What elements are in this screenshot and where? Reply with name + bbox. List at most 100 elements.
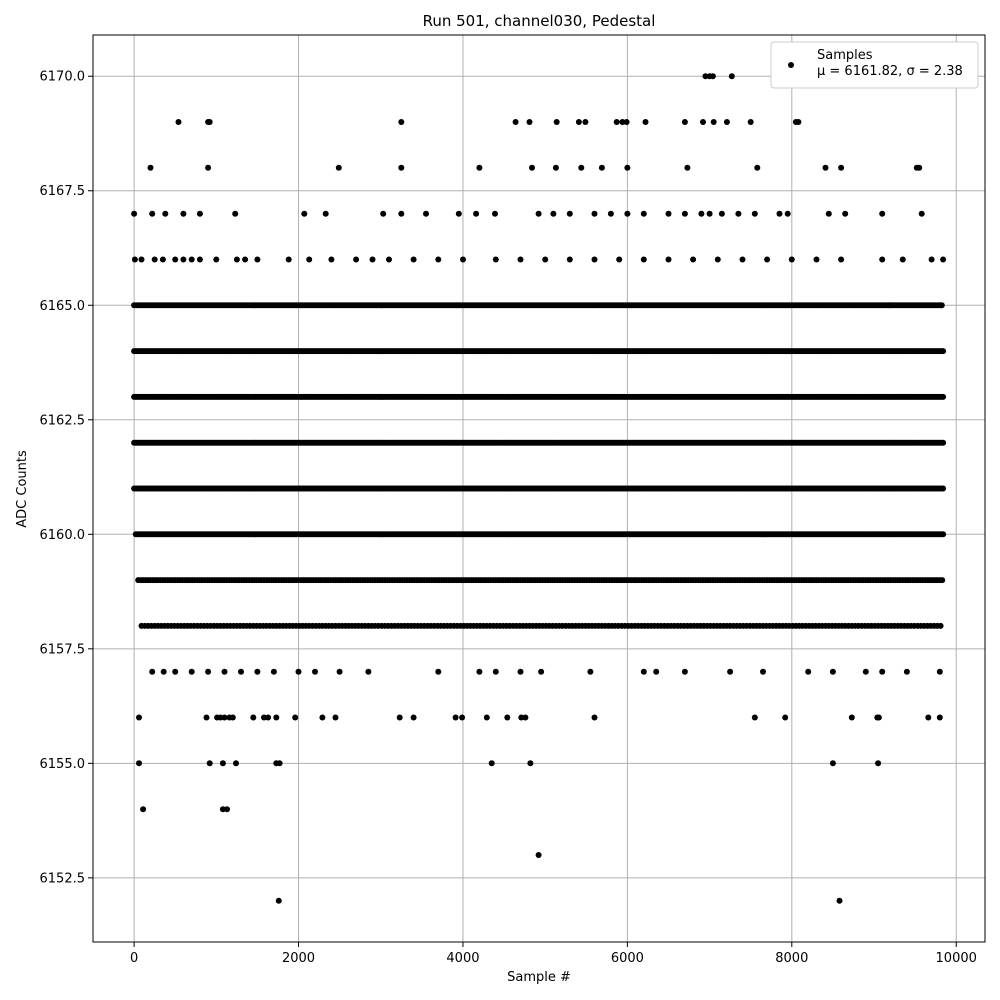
data-point <box>353 256 360 263</box>
y-tick-label: 6157.5 <box>40 642 86 657</box>
data-point <box>140 806 147 813</box>
legend-label: Samples <box>817 48 873 63</box>
data-point <box>591 714 598 721</box>
data-point <box>265 714 272 721</box>
data-point <box>566 210 573 217</box>
data-point <box>452 714 459 721</box>
data-point <box>172 668 179 675</box>
data-point <box>180 210 187 217</box>
data-point <box>751 210 758 217</box>
data-point <box>709 73 716 80</box>
y-axis-ticks: 6152.5 6155.0 6157.5 6160.0 6162.5 6165.0 6167… <box>40 70 93 886</box>
data-point <box>483 714 490 721</box>
data-point <box>619 119 626 125</box>
data-point <box>616 256 623 263</box>
data-point <box>665 256 672 263</box>
data-point <box>219 806 226 813</box>
data-point <box>517 668 524 675</box>
data-point <box>940 348 947 355</box>
data-point <box>702 73 709 80</box>
data-point <box>398 164 405 171</box>
data-point <box>903 668 910 675</box>
data-point <box>232 210 239 217</box>
data-point <box>398 210 405 217</box>
data-point <box>751 714 758 721</box>
data-point <box>879 668 886 675</box>
data-point <box>825 210 832 217</box>
data-point <box>684 164 691 171</box>
x-tick-label: 8000 <box>775 951 808 966</box>
data-point <box>180 256 187 263</box>
data-point <box>710 119 717 125</box>
data-point <box>254 668 261 675</box>
data-point <box>784 210 791 217</box>
data-point <box>492 668 499 675</box>
data-point <box>698 210 705 217</box>
data-point <box>488 760 495 767</box>
data-point <box>159 256 166 263</box>
data-point <box>829 668 836 675</box>
data-point <box>642 119 649 125</box>
y-axis-label: ADC Counts <box>15 450 30 528</box>
data-point <box>760 668 766 675</box>
data-point <box>476 164 483 171</box>
data-point <box>735 210 742 217</box>
data-point <box>727 668 734 675</box>
data-point <box>476 668 483 675</box>
data-point <box>813 256 820 263</box>
data-point <box>940 439 947 446</box>
data-point <box>319 714 326 721</box>
data-point <box>700 119 706 125</box>
data-point <box>149 210 156 217</box>
data-point <box>275 897 282 904</box>
y-tick-label: 6155.0 <box>40 757 86 772</box>
data-point <box>435 668 442 675</box>
data-point <box>653 668 660 675</box>
data-point <box>718 210 725 217</box>
data-point <box>512 119 519 125</box>
x-axis-label: Sample # <box>507 970 571 985</box>
data-point <box>261 714 267 721</box>
data-point <box>398 119 405 125</box>
data-point <box>776 210 783 217</box>
data-point <box>782 714 789 721</box>
data-point <box>250 714 257 721</box>
data-point <box>273 714 280 721</box>
data-point <box>875 760 882 767</box>
data-point <box>221 714 228 721</box>
y-tick-label: 6160.0 <box>40 528 86 543</box>
data-point <box>233 256 240 263</box>
data-point <box>553 119 560 125</box>
data-point <box>747 119 754 125</box>
data-point <box>522 714 529 721</box>
x-tick-label: 0 <box>130 951 138 966</box>
data-point <box>459 714 466 721</box>
data-point <box>690 256 697 263</box>
data-point <box>842 210 849 217</box>
data-point <box>301 210 308 217</box>
data-point <box>681 668 688 675</box>
y-tick-label: 6170.0 <box>40 70 86 85</box>
data-point <box>879 256 886 263</box>
data-point <box>131 256 138 263</box>
data-point <box>899 256 906 263</box>
legend-stats: μ = 6161.82, σ = 2.38 <box>817 64 963 79</box>
data-point <box>149 668 156 675</box>
data-point <box>640 668 647 675</box>
data-point <box>131 210 138 217</box>
y-tick-label: 6165.0 <box>40 299 86 314</box>
data-point <box>518 714 525 721</box>
data-point <box>925 714 932 721</box>
data-point <box>739 256 746 263</box>
data-point <box>836 897 843 904</box>
data-point <box>254 256 261 263</box>
data-points <box>131 73 947 904</box>
data-point <box>714 256 721 263</box>
data-point <box>386 256 392 263</box>
data-point <box>435 256 442 263</box>
data-point <box>147 164 154 171</box>
x-tick-label: 4000 <box>446 951 479 966</box>
legend: Samples μ = 6161.82, σ = 2.38 <box>770 41 979 89</box>
data-point <box>460 256 466 263</box>
